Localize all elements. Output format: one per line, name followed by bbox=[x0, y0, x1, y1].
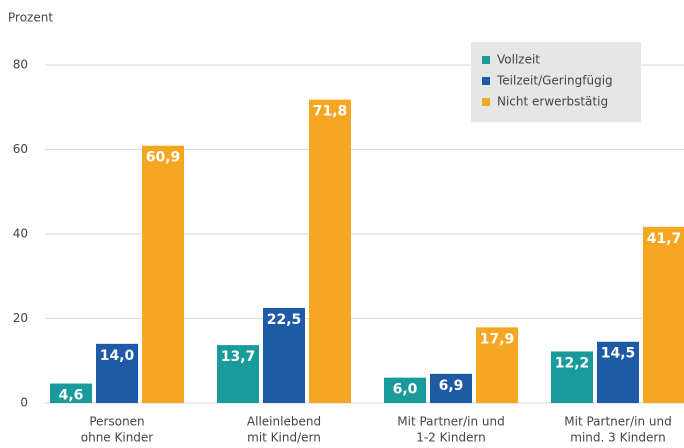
value-label: 14,0 bbox=[100, 348, 135, 364]
x-tick-label: Personen bbox=[89, 415, 144, 429]
bar bbox=[476, 327, 518, 403]
bar bbox=[597, 341, 639, 403]
legend-swatch bbox=[482, 56, 490, 64]
bar bbox=[430, 373, 472, 403]
y-tick-label: 60 bbox=[13, 142, 28, 156]
bar bbox=[551, 351, 593, 403]
x-tick-label: mind. 3 Kindern bbox=[570, 431, 665, 445]
x-tick-label: ohne Kinder bbox=[81, 431, 154, 445]
legend-swatch bbox=[482, 77, 490, 85]
value-label: 12,2 bbox=[555, 355, 590, 371]
value-label: 6,0 bbox=[393, 382, 418, 398]
bar bbox=[263, 307, 305, 403]
bar bbox=[217, 345, 259, 403]
value-label: 41,7 bbox=[647, 231, 682, 247]
legend-label: Teilzeit/Geringfügig bbox=[496, 74, 613, 88]
value-label: 22,5 bbox=[267, 312, 302, 328]
x-tick-label: Mit Partner/in und bbox=[564, 415, 671, 429]
value-label: 13,7 bbox=[221, 349, 256, 365]
y-tick-label: 20 bbox=[13, 311, 28, 325]
bar bbox=[309, 99, 351, 404]
value-label: 71,8 bbox=[313, 104, 348, 120]
value-label: 60,9 bbox=[146, 150, 181, 166]
y-tick-label: 80 bbox=[13, 58, 28, 72]
value-label: 6,9 bbox=[439, 378, 464, 394]
y-tick-label: 40 bbox=[13, 227, 28, 241]
value-label: 4,6 bbox=[59, 388, 84, 404]
x-tick-label: 1-2 Kindern bbox=[416, 431, 486, 445]
axis-title: Prozent bbox=[8, 11, 53, 25]
legend-swatch bbox=[482, 98, 490, 106]
value-label: 17,9 bbox=[480, 331, 515, 347]
bar bbox=[643, 226, 684, 403]
bar bbox=[96, 343, 138, 403]
x-tick-label: mit Kind/ern bbox=[247, 431, 321, 445]
bar bbox=[50, 383, 92, 403]
y-tick-label: 0 bbox=[20, 396, 28, 410]
value-label: 14,5 bbox=[601, 346, 636, 362]
legend-label: Nicht erwerbstätig bbox=[497, 95, 608, 109]
bar bbox=[384, 377, 426, 403]
bar bbox=[142, 145, 184, 403]
x-tick-label: Alleinlebend bbox=[247, 415, 321, 429]
legend-box bbox=[471, 42, 641, 122]
legend-label: Vollzeit bbox=[497, 53, 540, 67]
x-tick-label: Mit Partner/in und bbox=[397, 415, 504, 429]
